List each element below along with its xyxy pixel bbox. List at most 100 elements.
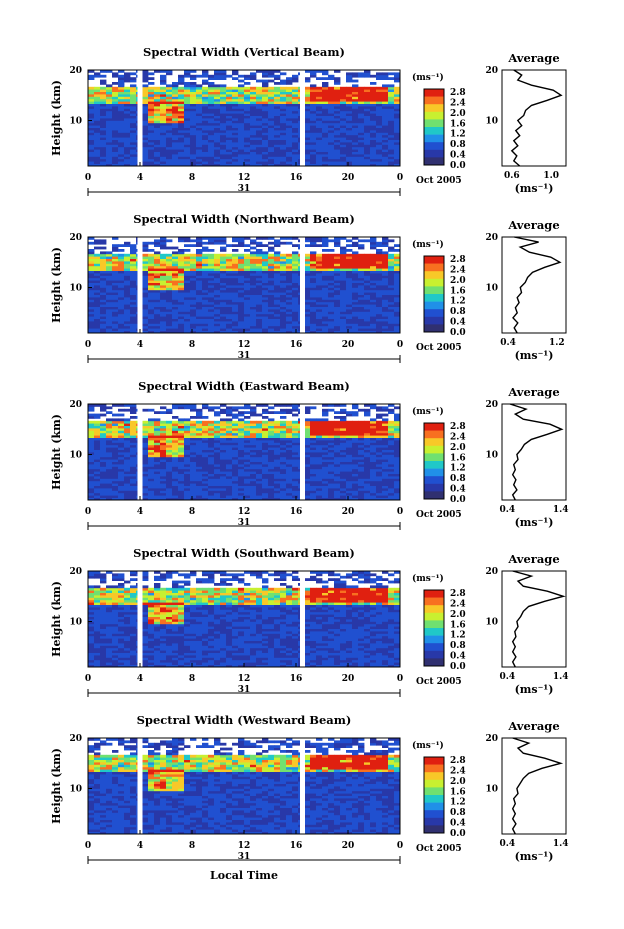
heatmap-cell — [292, 275, 299, 279]
heatmap-cell — [268, 299, 275, 303]
heatmap-cell — [292, 309, 299, 312]
heatmap-cell — [256, 413, 263, 417]
heatmap-cell — [190, 156, 197, 160]
heatmap-cell — [112, 328, 119, 331]
heatmap-cell — [292, 118, 299, 121]
heatmap-cell — [190, 280, 197, 283]
heatmap-cell — [142, 459, 149, 462]
heatmap-cell — [88, 306, 95, 310]
heatmap-cell — [244, 134, 251, 138]
heatmap-cell — [238, 275, 245, 279]
heatmap-cell — [160, 103, 167, 107]
heatmap-cell — [112, 454, 119, 458]
heatmap-cell — [244, 268, 251, 271]
heatmap-cell — [190, 495, 197, 498]
heatmap-cell — [118, 256, 125, 259]
heatmap-cell — [262, 468, 269, 472]
heatmap-cell — [322, 154, 329, 157]
heatmap-cell — [202, 108, 209, 112]
heatmap-cell — [166, 132, 173, 136]
heatmap-cell — [352, 244, 359, 247]
colorbar-tick: 0.8 — [450, 140, 466, 150]
y-axis-label: Height (km) — [50, 80, 63, 156]
heatmap-cell — [130, 287, 137, 291]
heatmap-cell — [130, 142, 137, 145]
heatmap-cell — [238, 461, 245, 465]
heatmap-cell — [118, 277, 125, 281]
heatmap-cell — [286, 287, 293, 291]
heatmap-cell — [304, 297, 311, 300]
heatmap-cell — [190, 103, 197, 107]
heatmap-cell — [250, 139, 257, 143]
heatmap-cell — [244, 485, 251, 489]
heatmap-cell — [382, 309, 389, 312]
heatmap-cell — [232, 497, 239, 501]
heatmap-cell — [292, 91, 299, 95]
heatmap-cell — [370, 330, 377, 334]
heatmap-cell — [100, 74, 107, 78]
heatmap-cell — [262, 94, 269, 97]
heatmap-cell — [268, 478, 275, 482]
heatmap-cell — [112, 404, 119, 407]
heatmap-cell — [154, 449, 161, 453]
heatmap-cell — [172, 420, 179, 424]
heatmap-cell — [352, 321, 359, 324]
heatmap-cell — [304, 239, 311, 243]
heatmap-cell — [292, 127, 299, 131]
heatmap-cell — [340, 113, 347, 116]
heatmap-cell — [370, 115, 377, 119]
heatmap-cell — [238, 101, 245, 104]
heatmap-cell — [106, 411, 113, 414]
heatmap-cell — [100, 101, 107, 104]
heatmap-cell — [334, 149, 341, 152]
heatmap-cell — [124, 142, 131, 145]
heatmap-cell — [322, 72, 329, 76]
heatmap-cell — [142, 309, 149, 312]
heatmap-cell — [166, 89, 173, 92]
heatmap-cell — [322, 158, 329, 162]
heatmap-cell — [94, 430, 101, 434]
heatmap-cell — [178, 273, 185, 276]
heatmap-cell — [286, 118, 293, 121]
heatmap-cell — [88, 94, 95, 97]
heatmap-cell — [100, 94, 107, 97]
heatmap-cell — [154, 154, 161, 157]
heatmap-cell — [190, 294, 197, 298]
heatmap-cell — [142, 158, 149, 162]
heatmap-cell — [160, 483, 167, 486]
heatmap-cell — [172, 246, 179, 250]
heatmap-cell — [382, 263, 389, 267]
heatmap-cell — [106, 89, 113, 92]
heatmap-cell — [232, 258, 239, 262]
heatmap-cell — [286, 325, 293, 329]
heatmap-cell — [172, 263, 179, 267]
heatmap-cell — [88, 96, 95, 100]
heatmap-cell — [370, 321, 377, 324]
heatmap-cell — [292, 89, 299, 92]
heatmap-cell — [124, 423, 131, 426]
heatmap-cell — [220, 299, 227, 303]
heatmap-cell — [154, 485, 161, 489]
heatmap-cell — [334, 132, 341, 136]
heatmap-cell — [94, 125, 101, 128]
heatmap-cell — [184, 239, 191, 243]
heatmap-cell — [256, 420, 263, 424]
heatmap-cell — [232, 425, 239, 429]
heatmap-cell — [238, 313, 245, 317]
heatmap-cell — [280, 301, 287, 305]
heatmap-cell — [88, 297, 95, 300]
heatmap-cell — [148, 98, 155, 102]
heatmap-cell — [214, 495, 221, 498]
heatmap-cell — [178, 301, 185, 305]
heatmap-cell — [376, 328, 383, 331]
heatmap-cell — [394, 321, 401, 324]
heatmap-cell — [220, 156, 227, 160]
heatmap-cell — [316, 115, 323, 119]
heatmap-cell — [352, 309, 359, 312]
heatmap-cell — [304, 134, 311, 138]
heatmap-cell — [88, 142, 95, 145]
heatmap-cell — [292, 285, 299, 288]
heatmap-cell — [106, 154, 113, 157]
heatmap-cell — [214, 480, 221, 484]
heatmap-cell — [346, 130, 353, 133]
